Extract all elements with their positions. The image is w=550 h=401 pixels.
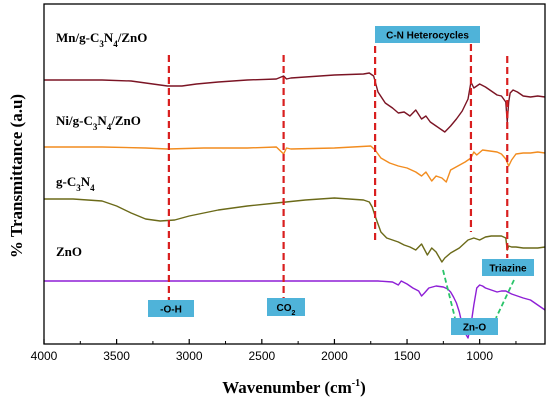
zno-guide-right bbox=[495, 279, 515, 319]
series-label: g-C3N4 bbox=[56, 174, 95, 193]
series-line bbox=[44, 72, 546, 133]
marker-label: C-N Heterocycles bbox=[386, 31, 469, 42]
marker-label-box bbox=[148, 300, 194, 317]
x-tick-label: 1000 bbox=[466, 349, 493, 363]
series-label: Ni/g-C3N4/ZnO bbox=[56, 113, 141, 132]
x-axis-title: Wavenumber (cm-1) bbox=[222, 378, 366, 397]
series-line bbox=[44, 197, 546, 263]
zno-label-box bbox=[451, 318, 498, 335]
marker-label-box bbox=[482, 259, 534, 276]
series-label: Mn/g-C3N4/ZnO bbox=[56, 30, 147, 49]
y-axis-title: % Transmittance (a.u) bbox=[7, 94, 26, 258]
marker-label-box bbox=[267, 298, 305, 316]
marker-label-box bbox=[375, 26, 480, 43]
plot-frame bbox=[43, 3, 546, 345]
axis-layer: 4000 3500 3000 2500 2000 1500 1000 bbox=[31, 339, 517, 363]
series-line bbox=[44, 280, 546, 339]
x-tick-label: 3000 bbox=[176, 349, 203, 363]
x-tick-label: 2000 bbox=[321, 349, 348, 363]
x-tick-label: 4000 bbox=[31, 349, 58, 363]
marker-label: CO2 bbox=[277, 303, 296, 317]
label-layer: Mn/g-C3N4/ZnO Ni/g-C3N4/ZnO g-C3N4 ZnO bbox=[56, 30, 147, 259]
x-tick-label: 2500 bbox=[248, 349, 275, 363]
zno-label: Zn-O bbox=[463, 323, 487, 334]
x-tick-label: 1500 bbox=[394, 349, 421, 363]
x-tick-label: 3500 bbox=[103, 349, 130, 363]
series-label: ZnO bbox=[56, 244, 82, 259]
marker-layer: -O-H CO2 C-N Heterocycles Triazine Zn-O bbox=[148, 26, 534, 335]
zno-guide-left bbox=[442, 269, 456, 319]
marker-label: -O-H bbox=[160, 305, 182, 316]
marker-label: Triazine bbox=[489, 264, 527, 275]
